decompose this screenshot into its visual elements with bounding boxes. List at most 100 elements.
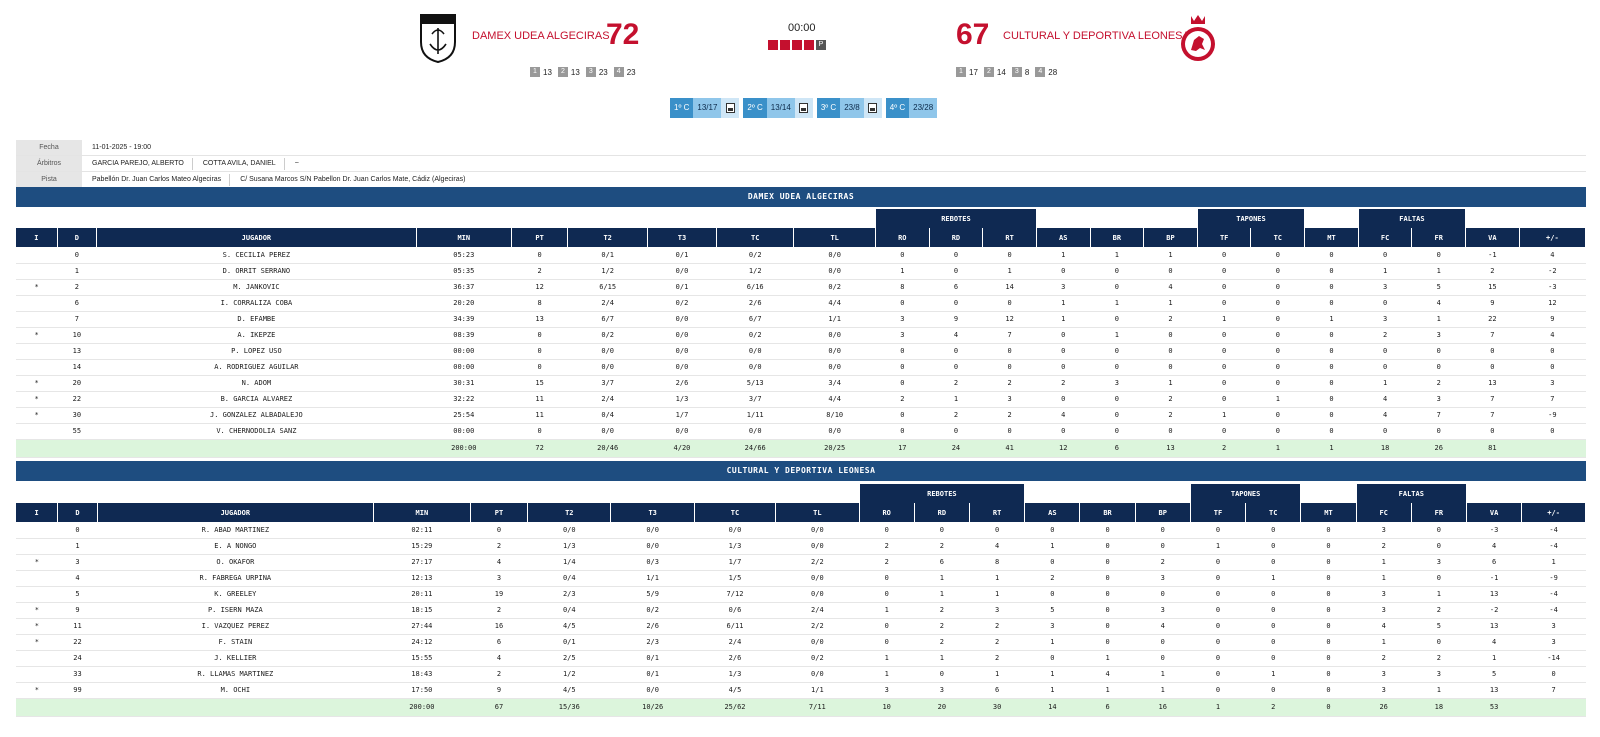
column-header[interactable]: D <box>57 228 97 247</box>
column-header[interactable]: BP <box>1143 228 1198 247</box>
column-header[interactable]: FR <box>1411 228 1467 247</box>
player-name[interactable]: P. ISERN MAZA <box>97 601 374 619</box>
player-name[interactable]: P. LOPEZ USO <box>96 343 417 360</box>
column-header[interactable]: JUGADOR <box>97 503 374 522</box>
column-header[interactable]: TF <box>1190 503 1247 522</box>
column-header[interactable]: TF <box>1197 228 1252 247</box>
player-row[interactable]: * 22 B. GARCIA ALVAREZ 32:22 11 2/4 1/3 3/7 4/4 2… <box>16 390 1586 408</box>
column-header[interactable]: BP <box>1135 503 1191 522</box>
player-name[interactable]: J. KELLIER <box>97 650 374 667</box>
column-header[interactable]: VA <box>1466 503 1523 522</box>
column-header[interactable]: MT <box>1304 228 1359 247</box>
player-name[interactable]: B. GARCIA ALVAREZ <box>96 390 417 408</box>
player-name[interactable]: S. CECILIA PEREZ <box>96 247 417 264</box>
player-name[interactable]: V. CHERNODOLIA SANZ <box>96 422 417 440</box>
player-name[interactable]: I. VAZQUEZ PEREZ <box>97 618 374 635</box>
column-header[interactable]: RT <box>982 228 1037 247</box>
player-row[interactable]: * 9 P. ISERN MAZA 18:15 2 0/4 0/2 0/6 2/4 1 2 3 5 0 3 0… <box>16 601 1586 619</box>
player-row[interactable]: * 2 M. JANKOVIC 36:37 12 6/15 0/1 6/16 0/2 8 6 14 3 0… <box>16 279 1586 296</box>
player-row[interactable]: 13 P. LOPEZ USO 00:00 0 0/0 0/0 0/0 0/0 0 0 0 0 0 0 0 0… <box>16 343 1586 360</box>
column-header[interactable]: RD <box>929 228 984 247</box>
column-header[interactable]: TL <box>775 503 860 522</box>
column-header[interactable]: RT <box>969 503 1026 522</box>
column-header[interactable]: BR <box>1090 228 1145 247</box>
player-row[interactable]: 5 K. GREELEY 20:11 19 2/3 5/9 7/12 0/0 0 1 1 0 0 0 0 0 0… <box>16 586 1586 603</box>
player-name[interactable]: D. EFAMBE <box>96 311 417 328</box>
tab-quarter-1[interactable]: 1º C 13/17 <box>670 98 740 118</box>
player-row[interactable]: * 30 J. GONZALEZ ALBADALEJO 25:54 11 0/4 1/7 1/… <box>16 407 1586 424</box>
player-row[interactable]: 0 S. CECILIA PEREZ 05:23 0 0/1 0/1 0/2 0/0 0 0 0 1 1… <box>16 247 1586 264</box>
column-header[interactable]: FC <box>1358 228 1413 247</box>
player-name[interactable]: E. A NONGO <box>97 537 374 555</box>
column-header[interactable]: TC <box>716 228 795 247</box>
column-header[interactable]: +/- <box>1519 228 1587 247</box>
stat-cell: 11 <box>511 407 568 424</box>
column-header[interactable]: AS <box>1036 228 1091 247</box>
column-header[interactable]: FR <box>1411 503 1468 522</box>
player-row[interactable]: * 10 A. IKEPZE 08:39 0 0/2 0/0 0/2 0/0 3 4 7 0 1 0 0 0 0 2… <box>16 326 1586 344</box>
player-name[interactable]: J. GONZALEZ ALBADALEJO <box>96 407 417 424</box>
column-header[interactable]: I <box>16 228 58 247</box>
column-header[interactable]: TC <box>1245 503 1302 522</box>
boxscore-icon[interactable] <box>863 98 882 118</box>
player-row[interactable]: 24 J. KELLIER 15:55 4 2/5 0/1 2/6 0/2 1 1 2 0 1 0 0 0 0 2… <box>16 650 1586 667</box>
player-name[interactable]: I. CORRALIZA COBA <box>96 294 417 312</box>
player-name[interactable]: R. LLAMAS MARTINEZ <box>97 665 374 683</box>
column-header[interactable]: T2 <box>527 503 612 522</box>
column-header[interactable]: MT <box>1300 503 1357 522</box>
column-header[interactable]: T3 <box>610 503 695 522</box>
player-row[interactable]: * 99 M. OCHI 17:50 9 4/5 0/0 4/5 1/1 3 3 6 1 1 1 0 0 0 3 1 1… <box>16 682 1586 699</box>
player-row[interactable]: 33 R. LLAMAS MARTINEZ 18:43 2 1/2 0/1 1/3 0/0 1 0… <box>16 665 1586 683</box>
column-header[interactable]: +/- <box>1521 503 1586 522</box>
player-row[interactable]: * 11 I. VAZQUEZ PEREZ 27:44 16 4/5 2/6 6/11 2/2 0… <box>16 618 1586 635</box>
column-header[interactable]: FC <box>1356 503 1412 522</box>
player-name[interactable]: R. ABAD MARTINEZ <box>97 522 374 539</box>
player-row[interactable]: 1 D. ORRIT SERRANO 05:35 2 1/2 0/0 1/2 0/0 1 0 1 0 0… <box>16 262 1586 280</box>
player-row[interactable]: 7 D. EFAMBE 34:39 13 6/7 0/0 6/7 1/1 3 9 12 1 0 2 1 0 1 3… <box>16 311 1586 328</box>
column-header[interactable]: RO <box>875 228 930 247</box>
player-row[interactable]: * 22 F. STAIN 24:12 6 0/1 2/3 2/4 0/0 0 2 2 1 0 0 0 0 0 1 0… <box>16 633 1586 651</box>
column-header[interactable]: TL <box>793 228 876 247</box>
column-header[interactable]: AS <box>1024 503 1081 522</box>
column-header[interactable]: PT <box>511 228 569 247</box>
player-row[interactable]: * 3 O. OKAFOR 27:17 4 1/4 0/3 1/7 2/2 2 6 8 0 0 2 0 0 0 1 3… <box>16 554 1586 571</box>
column-header[interactable]: T3 <box>647 228 718 247</box>
boxscore-icon[interactable] <box>794 98 813 118</box>
player-name[interactable]: F. STAIN <box>97 633 374 651</box>
player-name[interactable]: O. OKAFOR <box>97 554 374 571</box>
player-row[interactable]: 4 R. FABREGA URPINA 12:13 3 0/4 1/1 1/5 0/0 0 1 1 2… <box>16 569 1586 587</box>
column-header[interactable]: RD <box>914 503 971 522</box>
boxscore-icon[interactable] <box>721 98 740 118</box>
player-name[interactable]: R. FABREGA URPINA <box>97 569 374 587</box>
player-row[interactable]: 14 A. RODRIGUEZ AGUILAR 00:00 0 0/0 0/0 0/0 0/0… <box>16 358 1586 376</box>
player-name[interactable]: M. JANKOVIC <box>96 279 417 296</box>
player-name[interactable]: K. GREELEY <box>97 586 374 603</box>
player-name[interactable]: A. RODRIGUEZ AGUILAR <box>96 358 417 376</box>
column-header[interactable]: VA <box>1465 228 1520 247</box>
column-header[interactable]: MIN <box>373 503 471 522</box>
column-header[interactable]: D <box>57 503 98 522</box>
column-header[interactable]: TC <box>1250 228 1306 247</box>
player-name[interactable]: N. ADOM <box>96 375 417 392</box>
tab-quarter-2[interactable]: 2º C 13/14 <box>743 98 813 118</box>
tab-quarter-3[interactable]: 3º C 23/8 <box>816 98 882 118</box>
total-cell <box>16 439 58 458</box>
player-row[interactable]: 6 I. CORRALIZA COBA 20:20 8 2/4 0/2 2/6 4/4 0 0 0 1… <box>16 294 1586 312</box>
player-row[interactable]: 1 E. A NONGO 15:29 2 1/3 0/0 1/3 0/0 2 2 4 1 0 0 1 0 0 2 0… <box>16 537 1586 555</box>
player-row[interactable]: 0 R. ABAD MARTINEZ 02:11 0 0/0 0/0 0/0 0/0 0 0 0 0 0… <box>16 522 1586 539</box>
player-name[interactable]: M. OCHI <box>97 682 374 699</box>
player-name[interactable]: A. IKEPZE <box>96 326 417 344</box>
column-header[interactable]: JUGADOR <box>96 228 417 247</box>
stat-cell: 1 <box>1411 586 1467 603</box>
column-header[interactable]: TC <box>694 503 777 522</box>
column-header[interactable]: T2 <box>567 228 648 247</box>
player-row[interactable]: * 20 N. ADOM 30:31 15 3/7 2/6 5/13 3/4 0 2 2 2 3 1 0 0 0 1… <box>16 375 1586 392</box>
column-header[interactable]: RO <box>859 503 915 522</box>
player-row[interactable]: 55 V. CHERNODOLIA SANZ 00:00 0 0/0 0/0 0/0 0/0 0… <box>16 422 1586 440</box>
column-header[interactable]: MIN <box>416 228 512 247</box>
column-header[interactable]: BR <box>1079 503 1136 522</box>
player-name[interactable]: D. ORRIT SERRANO <box>96 262 417 280</box>
tab-quarter-4[interactable]: 4º C 23/28 <box>885 98 938 118</box>
column-header[interactable]: I <box>16 503 59 522</box>
column-header[interactable]: PT <box>470 503 529 522</box>
